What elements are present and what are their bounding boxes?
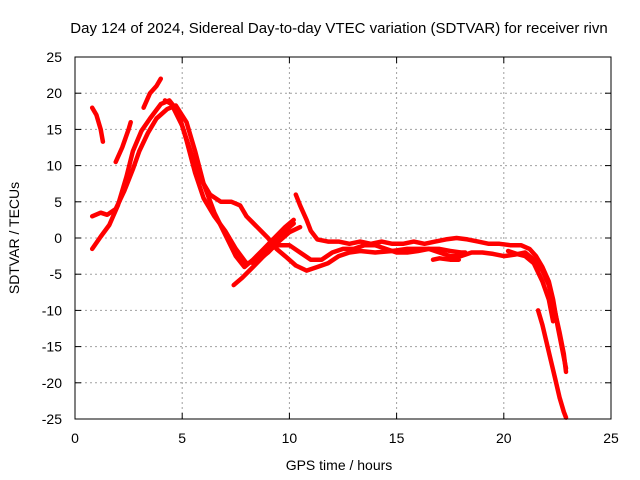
x-tick-label: 0	[71, 430, 79, 446]
y-tick-label: -10	[42, 302, 62, 318]
series-line-arc-8	[250, 242, 468, 266]
series-layer	[89, 76, 569, 420]
series-line-arc-11	[505, 248, 556, 324]
series-line-arc-3	[113, 119, 133, 165]
x-tick-label: 25	[603, 430, 619, 446]
series-line-arc-12	[535, 308, 569, 420]
y-tick-label: 25	[46, 49, 62, 65]
y-tick-label: 15	[46, 121, 62, 137]
x-tick-label: 5	[178, 430, 186, 446]
x-tick-label: 15	[389, 430, 405, 446]
ticks	[74, 56, 612, 420]
x-tick-label: 10	[282, 430, 298, 446]
y-tick-label: 0	[54, 230, 62, 246]
y-axis-label: SDTVAR / TECUs	[6, 182, 22, 294]
series-line-arc-6	[162, 98, 569, 375]
series-line-arc-9	[293, 192, 569, 371]
y-tick-label: -20	[42, 375, 62, 391]
y-tick-label: -25	[42, 411, 62, 427]
chart-title: Day 124 of 2024, Sidereal Day-to-day VTE…	[70, 20, 607, 37]
x-axis-label: GPS time / hours	[286, 457, 393, 473]
grid	[75, 57, 611, 419]
y-tick-label: -15	[42, 339, 62, 355]
tick-labels: 0 5 10 15 20 25 -25 -20 -15 -10 -5 0 5 10 15 20 25	[42, 49, 619, 446]
series-line-arc-2	[89, 105, 106, 144]
y-tick-label: -5	[50, 266, 63, 282]
series-line-arc-10	[430, 256, 462, 262]
series-line-arc-5	[141, 76, 164, 110]
y-tick-label: 10	[46, 158, 62, 174]
y-tick-label: 20	[46, 85, 62, 101]
y-tick-label: 5	[54, 194, 62, 210]
x-tick-label: 20	[496, 430, 512, 446]
series-line-arc-4	[89, 103, 296, 270]
